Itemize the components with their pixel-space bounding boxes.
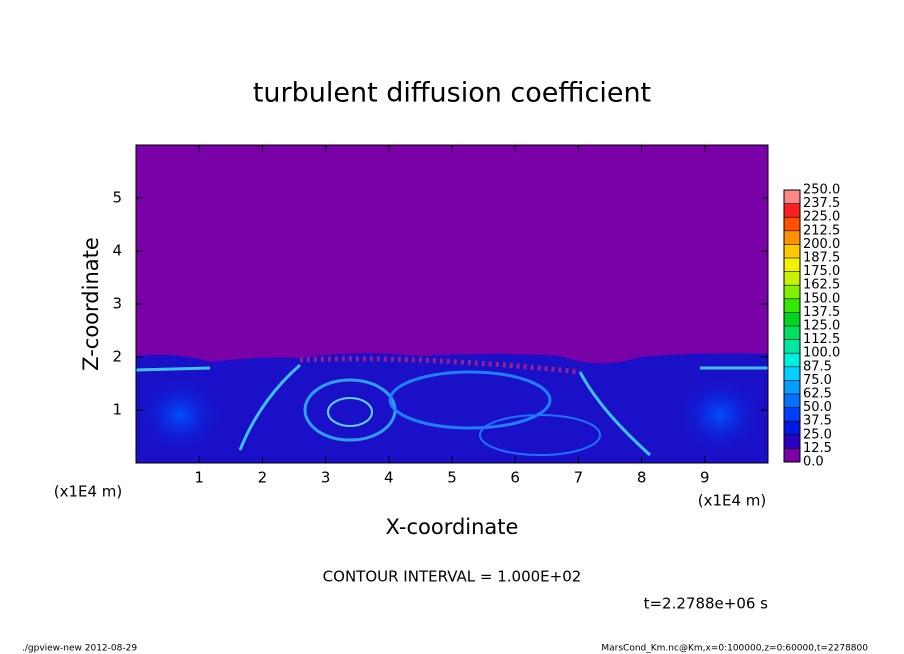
y-axis-label: Z-coordinate — [79, 237, 103, 371]
colorbar-label: 137.5 — [803, 305, 840, 320]
y-tick-label: 5 — [112, 189, 122, 207]
x-tick-label: 2 — [258, 469, 268, 487]
colorbar-label: 125.0 — [803, 319, 840, 334]
colorbar-cell — [784, 312, 800, 326]
colorbar-cell — [784, 190, 800, 204]
footer-left: ./gpview-new 2012-08-29 — [22, 644, 137, 654]
colorbar-cell — [784, 353, 800, 367]
x-tick-label: 9 — [700, 469, 710, 487]
colorbar-label: 37.5 — [803, 414, 832, 429]
colorbar-label: 0.0 — [803, 455, 824, 470]
x-tick-label: 5 — [447, 469, 457, 487]
x-tick-label: 1 — [194, 469, 204, 487]
colorbar-label: 162.5 — [803, 278, 840, 293]
colorbar-cell — [784, 366, 800, 381]
colorbar-label: 225.0 — [803, 210, 840, 225]
y-tick-label: 3 — [112, 295, 122, 313]
colorbar-label: 100.0 — [803, 346, 840, 361]
eddy — [135, 375, 225, 455]
eddy — [327, 397, 373, 427]
eddy — [479, 414, 601, 456]
colorbar-cell — [784, 244, 800, 258]
colorbar-cell — [784, 421, 800, 435]
colorbar-label: 75.0 — [803, 373, 832, 388]
colorbar-label: 187.5 — [803, 251, 840, 266]
field — [135, 145, 768, 463]
eddy — [299, 356, 581, 375]
colorbar-label: 150.0 — [803, 291, 840, 306]
y-tick-label: 4 — [112, 242, 122, 260]
colorbar-cell — [784, 217, 800, 231]
colorbar-label: 25.0 — [803, 427, 832, 442]
field-lower — [136, 353, 768, 463]
y-tick-label: 1 — [112, 401, 122, 419]
eddy — [675, 375, 765, 455]
colorbar-label: 200.0 — [803, 237, 840, 252]
colorbar-label: 12.5 — [803, 441, 832, 456]
colorbar-label: 112.5 — [803, 332, 840, 347]
x-tick-label: 3 — [321, 469, 331, 487]
time-label: t=2.2788e+06 s — [644, 595, 769, 613]
eddy — [135, 363, 768, 457]
footer-right: MarsCond_Km.nc@Km,x=0:100000,z=0:60000,t… — [601, 644, 868, 654]
colorbar-cell — [784, 380, 800, 394]
colorbar-label: 62.5 — [803, 387, 832, 402]
chart-title: turbulent diffusion coefficient — [253, 78, 651, 109]
colorbar-cell — [784, 448, 800, 462]
x-unit: (x1E4 m) — [698, 492, 767, 510]
colorbar-cell — [784, 326, 800, 340]
x-tick-label: 6 — [510, 469, 520, 487]
x-unit: (x1E4 m) — [54, 483, 123, 501]
colorbar-cell — [784, 407, 800, 422]
x-axis-label: X-coordinate — [386, 515, 519, 539]
colorbar-cell — [784, 271, 800, 286]
colorbar-cell — [784, 285, 800, 299]
colorbar-label: 212.5 — [803, 223, 840, 238]
colorbar-cell — [784, 339, 800, 354]
x-tick-label: 4 — [384, 469, 394, 487]
colorbar-label: 50.0 — [803, 400, 832, 415]
colorbar-cell — [784, 203, 800, 218]
contour-interval: CONTOUR INTERVAL = 1.000E+02 — [323, 568, 582, 586]
x-tick-label: 8 — [637, 469, 647, 487]
colorbar-cell — [784, 230, 800, 245]
x-tick-label: 7 — [574, 469, 584, 487]
colorbar-label: 237.5 — [803, 196, 840, 211]
eddy — [388, 370, 552, 430]
colorbar-label: 175.0 — [803, 264, 840, 279]
colorbar-label: 87.5 — [803, 359, 832, 374]
colorbar-cell — [784, 258, 800, 272]
y-tick-label: 2 — [112, 348, 122, 366]
colorbar-cell — [784, 434, 800, 449]
colorbar-cell — [784, 394, 800, 408]
colorbar-cell — [784, 298, 800, 313]
colorbar-label: 250.0 — [803, 183, 840, 198]
